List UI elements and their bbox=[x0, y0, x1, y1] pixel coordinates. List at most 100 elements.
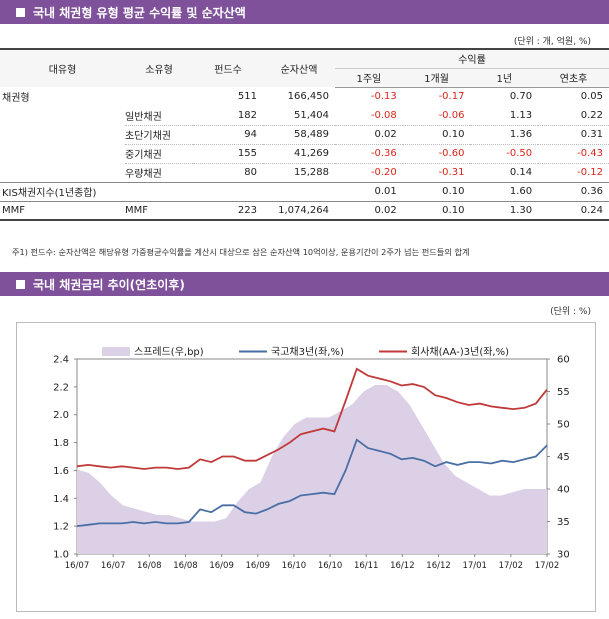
y-left-tick-label: 1.8 bbox=[53, 438, 69, 449]
table-row: 초단기채권 94 58,489 0.02 0.10 1.36 0.31 bbox=[0, 125, 609, 145]
x-tick-label: 17/01 bbox=[462, 561, 487, 571]
table-row: KIS채권지수(1년종합) 0.01 0.10 1.60 0.36 bbox=[0, 182, 609, 202]
cell-minor: 일반채권 bbox=[125, 106, 193, 126]
table-row: 일반채권 182 51,404 -0.08 -0.06 1.13 0.22 bbox=[0, 106, 609, 126]
header-ytd: 연초후 bbox=[538, 68, 609, 88]
section-title: 국내 채권금리 추이(연초이후) bbox=[33, 277, 185, 292]
legend-kr3y-label: 국고채3년(좌,%) bbox=[271, 346, 344, 358]
cell-aum: 166,450 bbox=[287, 91, 329, 102]
cell-major bbox=[0, 106, 125, 125]
cell-aum: 41,269 bbox=[263, 144, 335, 164]
cell-funds bbox=[193, 182, 263, 202]
cell-aum: 15,288 bbox=[263, 163, 335, 183]
cell-y1: 1.13 bbox=[470, 106, 539, 126]
cell-m1: -0.31 bbox=[402, 163, 471, 183]
cell-m1: -0.60 bbox=[402, 144, 471, 164]
kr3y-line bbox=[76, 438, 548, 527]
y-left-tick-label: 2.4 bbox=[53, 355, 69, 366]
cell-funds: 94 bbox=[193, 125, 263, 145]
x-tick-label: 16/08 bbox=[173, 561, 198, 571]
x-tick-label: 16/07 bbox=[101, 561, 126, 571]
square-bullet-icon bbox=[16, 7, 25, 17]
cell-y1: 1.60 bbox=[470, 182, 539, 202]
cell-w1: 0.02 bbox=[335, 201, 403, 221]
unit-label: (단위 : 개, 억원, %) bbox=[513, 37, 591, 47]
cell-w1: -0.13 bbox=[370, 91, 397, 103]
cell-minor: MMF bbox=[125, 201, 193, 221]
cell-m1: -0.17 bbox=[438, 91, 465, 103]
header-aum: 순자산액 bbox=[263, 48, 335, 87]
y-left-tick-label: 1.4 bbox=[53, 494, 69, 505]
cell-aum bbox=[263, 182, 335, 202]
cell-funds: 182 bbox=[193, 106, 263, 126]
y-right-tick-label: 50 bbox=[557, 420, 570, 431]
x-tick-label: 16/09 bbox=[209, 561, 234, 571]
legend-spread-swatch bbox=[102, 347, 130, 356]
cell-ytd: 0.24 bbox=[538, 201, 609, 221]
x-tick-label: 16/12 bbox=[426, 561, 451, 571]
cell-major bbox=[0, 144, 125, 163]
cell-ytd: -0.12 bbox=[538, 163, 609, 183]
x-tick-label: 16/10 bbox=[282, 561, 307, 571]
cell-ytd: -0.43 bbox=[538, 144, 609, 164]
cell-funds: 155 bbox=[193, 144, 263, 164]
x-tick-label: 16/09 bbox=[246, 561, 271, 571]
cell-w1: 0.01 bbox=[335, 182, 403, 202]
cell-w1: -0.08 bbox=[335, 106, 403, 126]
cell-y1: 0.14 bbox=[470, 163, 539, 183]
section-header-fund-returns: 국내 채권형 유형 평균 수익률 및 순자산액 bbox=[0, 0, 609, 24]
y-left-tick-label: 2.2 bbox=[53, 382, 69, 393]
cell-minor bbox=[125, 182, 193, 202]
y-right-tick-label: 30 bbox=[557, 550, 570, 561]
cell-aum: 58,489 bbox=[263, 125, 335, 145]
cell-funds: 511 bbox=[237, 91, 257, 102]
header-funds: 펀드수 bbox=[193, 48, 263, 87]
cell-y1: 0.70 bbox=[509, 91, 533, 103]
table-row: 중기채권 155 41,269 -0.36 -0.60 -0.50 -0.43 bbox=[0, 144, 609, 164]
square-bullet-icon bbox=[16, 279, 25, 289]
y-right-tick-label: 35 bbox=[557, 517, 570, 528]
y-left-tick-label: 1.6 bbox=[53, 466, 69, 477]
y-right-tick-label: 60 bbox=[557, 355, 570, 366]
corp3y-line bbox=[76, 367, 548, 470]
header-1m: 1개월 bbox=[402, 68, 471, 88]
header-major: 대유형 bbox=[0, 48, 125, 87]
y-right-tick-label: 40 bbox=[557, 485, 570, 496]
cell-m1: 0.10 bbox=[402, 182, 471, 202]
y-right-tick-label: 55 bbox=[557, 387, 570, 398]
section-title: 국내 채권형 유형 평균 수익률 및 순자산액 bbox=[33, 5, 246, 20]
section-header-bond-rates: 국내 채권금리 추이(연초이후) bbox=[0, 272, 609, 296]
header-1y: 1년 bbox=[470, 68, 539, 88]
header-1w: 1주일 bbox=[335, 68, 403, 88]
cell-major bbox=[0, 125, 125, 144]
x-tick-label: 16/12 bbox=[390, 561, 415, 571]
cell-y1: -0.50 bbox=[470, 144, 539, 164]
cell-m1: -0.06 bbox=[402, 106, 471, 126]
cell-minor: 중기채권 bbox=[125, 144, 193, 164]
footnote: 주1) 펀드수: 순자산액은 해당유형 가중평균수익률을 계산시 대상으로 삼은… bbox=[12, 247, 470, 257]
cell-y1: 1.36 bbox=[470, 125, 539, 145]
cell-ytd: 0.22 bbox=[538, 106, 609, 126]
cell-funds: 223 bbox=[193, 201, 263, 221]
cell-major: 채권형 bbox=[2, 93, 30, 104]
cell-major bbox=[0, 163, 125, 183]
cell-major: KIS채권지수(1년종합) bbox=[0, 182, 125, 202]
y-left-tick-label: 1.2 bbox=[53, 522, 69, 533]
cell-m1: 0.10 bbox=[402, 201, 471, 221]
cell-w1: -0.20 bbox=[335, 163, 403, 183]
y-right-tick-label: 45 bbox=[557, 452, 570, 463]
unit-label: (단위 : %) bbox=[550, 307, 591, 317]
x-tick-label: 17/02 bbox=[499, 561, 524, 571]
cell-ytd: 0.05 bbox=[580, 91, 603, 103]
fund-returns-table: 대유형 소유형 펀드수 순자산액 수익률 1주일 1개월 1년 연초후 채권형 5… bbox=[0, 48, 609, 221]
cell-ytd: 0.31 bbox=[538, 125, 609, 145]
cell-funds: 80 bbox=[193, 163, 263, 183]
x-tick-label: 16/07 bbox=[65, 561, 90, 571]
x-tick-label: 16/11 bbox=[354, 561, 379, 571]
table-row: 우량채권 80 15,288 -0.20 -0.31 0.14 -0.12 bbox=[0, 163, 609, 183]
cell-minor: 우량채권 bbox=[125, 163, 193, 183]
header-returns: 수익률 bbox=[335, 48, 609, 69]
bond-rate-chart: 1.0 1.2 1.4 1.6 1.8 2.0 2.2 2.4 30 35 40 45 50 55 60 16… bbox=[16, 322, 596, 612]
table-row: 채권형 511 166,450 -0.13 -0.17 0.70 0.05 bbox=[0, 87, 609, 106]
cell-minor: 초단기채권 bbox=[125, 125, 193, 145]
